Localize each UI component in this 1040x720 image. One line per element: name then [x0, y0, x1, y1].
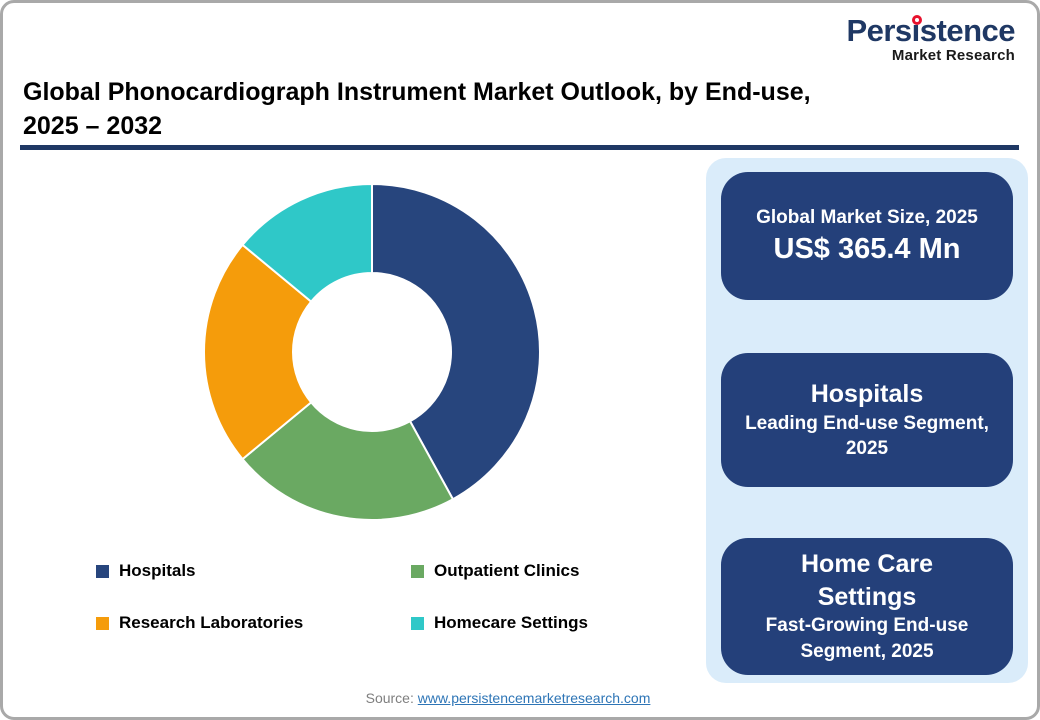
source-line: Source: www.persistencemarketresearch.co… [3, 690, 1013, 706]
source-label: Source: [365, 690, 414, 706]
title-underline [20, 145, 1019, 150]
legend-item-hospitals: Hospitals [96, 561, 411, 581]
legend-swatch-outpatient-clinics [411, 564, 424, 578]
legend-label-research-laboratories: Research Laboratories [119, 613, 304, 632]
legend-item-research-laboratories: Research Laboratories [96, 613, 411, 633]
donut-segment-hospitals [371, 183, 541, 501]
legend-label-hospitals: Hospitals [119, 561, 196, 580]
donut-chart [202, 183, 541, 522]
fast-growing-segment-card: Home Care Settings Fast-Growing End-use … [721, 538, 1013, 675]
fast-growing-segment-card-title: Home Care Settings [801, 550, 933, 611]
donut-chart-area [202, 182, 542, 522]
leading-segment-card-subtitle: Leading End-use Segment, 2025 [745, 412, 989, 460]
highlights-panel: Global Market Size, 2025 US$ 365.4 Mn Ho… [706, 158, 1028, 683]
legend-swatch-research-laboratories [96, 616, 109, 630]
logo-red-dot-icon [912, 15, 923, 25]
page-title: Global Phonocardiograph Instrument Marke… [23, 75, 943, 143]
leading-segment-card-title: Hospitals [810, 380, 924, 409]
logo-brand-text: Persistence [846, 15, 1015, 46]
legend-item-homecare-settings: Homecare Settings [411, 613, 636, 633]
legend-item-outpatient-clinics: Outpatient Clinics [411, 561, 636, 581]
fast-growing-segment-card-subtitle: Fast-Growing End-use Segment, 2025 [765, 615, 969, 662]
chart-legend: Hospitals Outpatient Clinics Research La… [96, 561, 636, 633]
leading-segment-card: Hospitals Leading End-use Segment, 2025 [721, 353, 1013, 487]
logo: Persistence Market Research [846, 15, 1015, 63]
market-size-card-title: Global Market Size, 2025 [756, 207, 978, 229]
legend-swatch-homecare-settings [411, 616, 424, 630]
logo-brand-word: Persistence [846, 13, 1015, 48]
donut-segment-homecare-settings [241, 183, 373, 303]
logo-subtitle: Market Research [891, 47, 1015, 64]
market-size-card-value: US$ 365.4 Mn [773, 232, 961, 265]
legend-label-homecare-settings: Homecare Settings [434, 613, 588, 632]
donut-segment-outpatient-clinics [241, 401, 454, 522]
donut-segment-research-laboratories [202, 243, 313, 461]
page-title-line2: 2025 – 2032 [23, 112, 163, 140]
page-title-line1: Global Phonocardiograph Instrument Marke… [23, 78, 811, 106]
source-link[interactable]: www.persistencemarketresearch.com [417, 690, 651, 706]
legend-swatch-hospitals [96, 564, 109, 578]
legend-label-outpatient-clinics: Outpatient Clinics [434, 561, 580, 580]
market-size-card: Global Market Size, 2025 US$ 365.4 Mn [721, 172, 1013, 300]
